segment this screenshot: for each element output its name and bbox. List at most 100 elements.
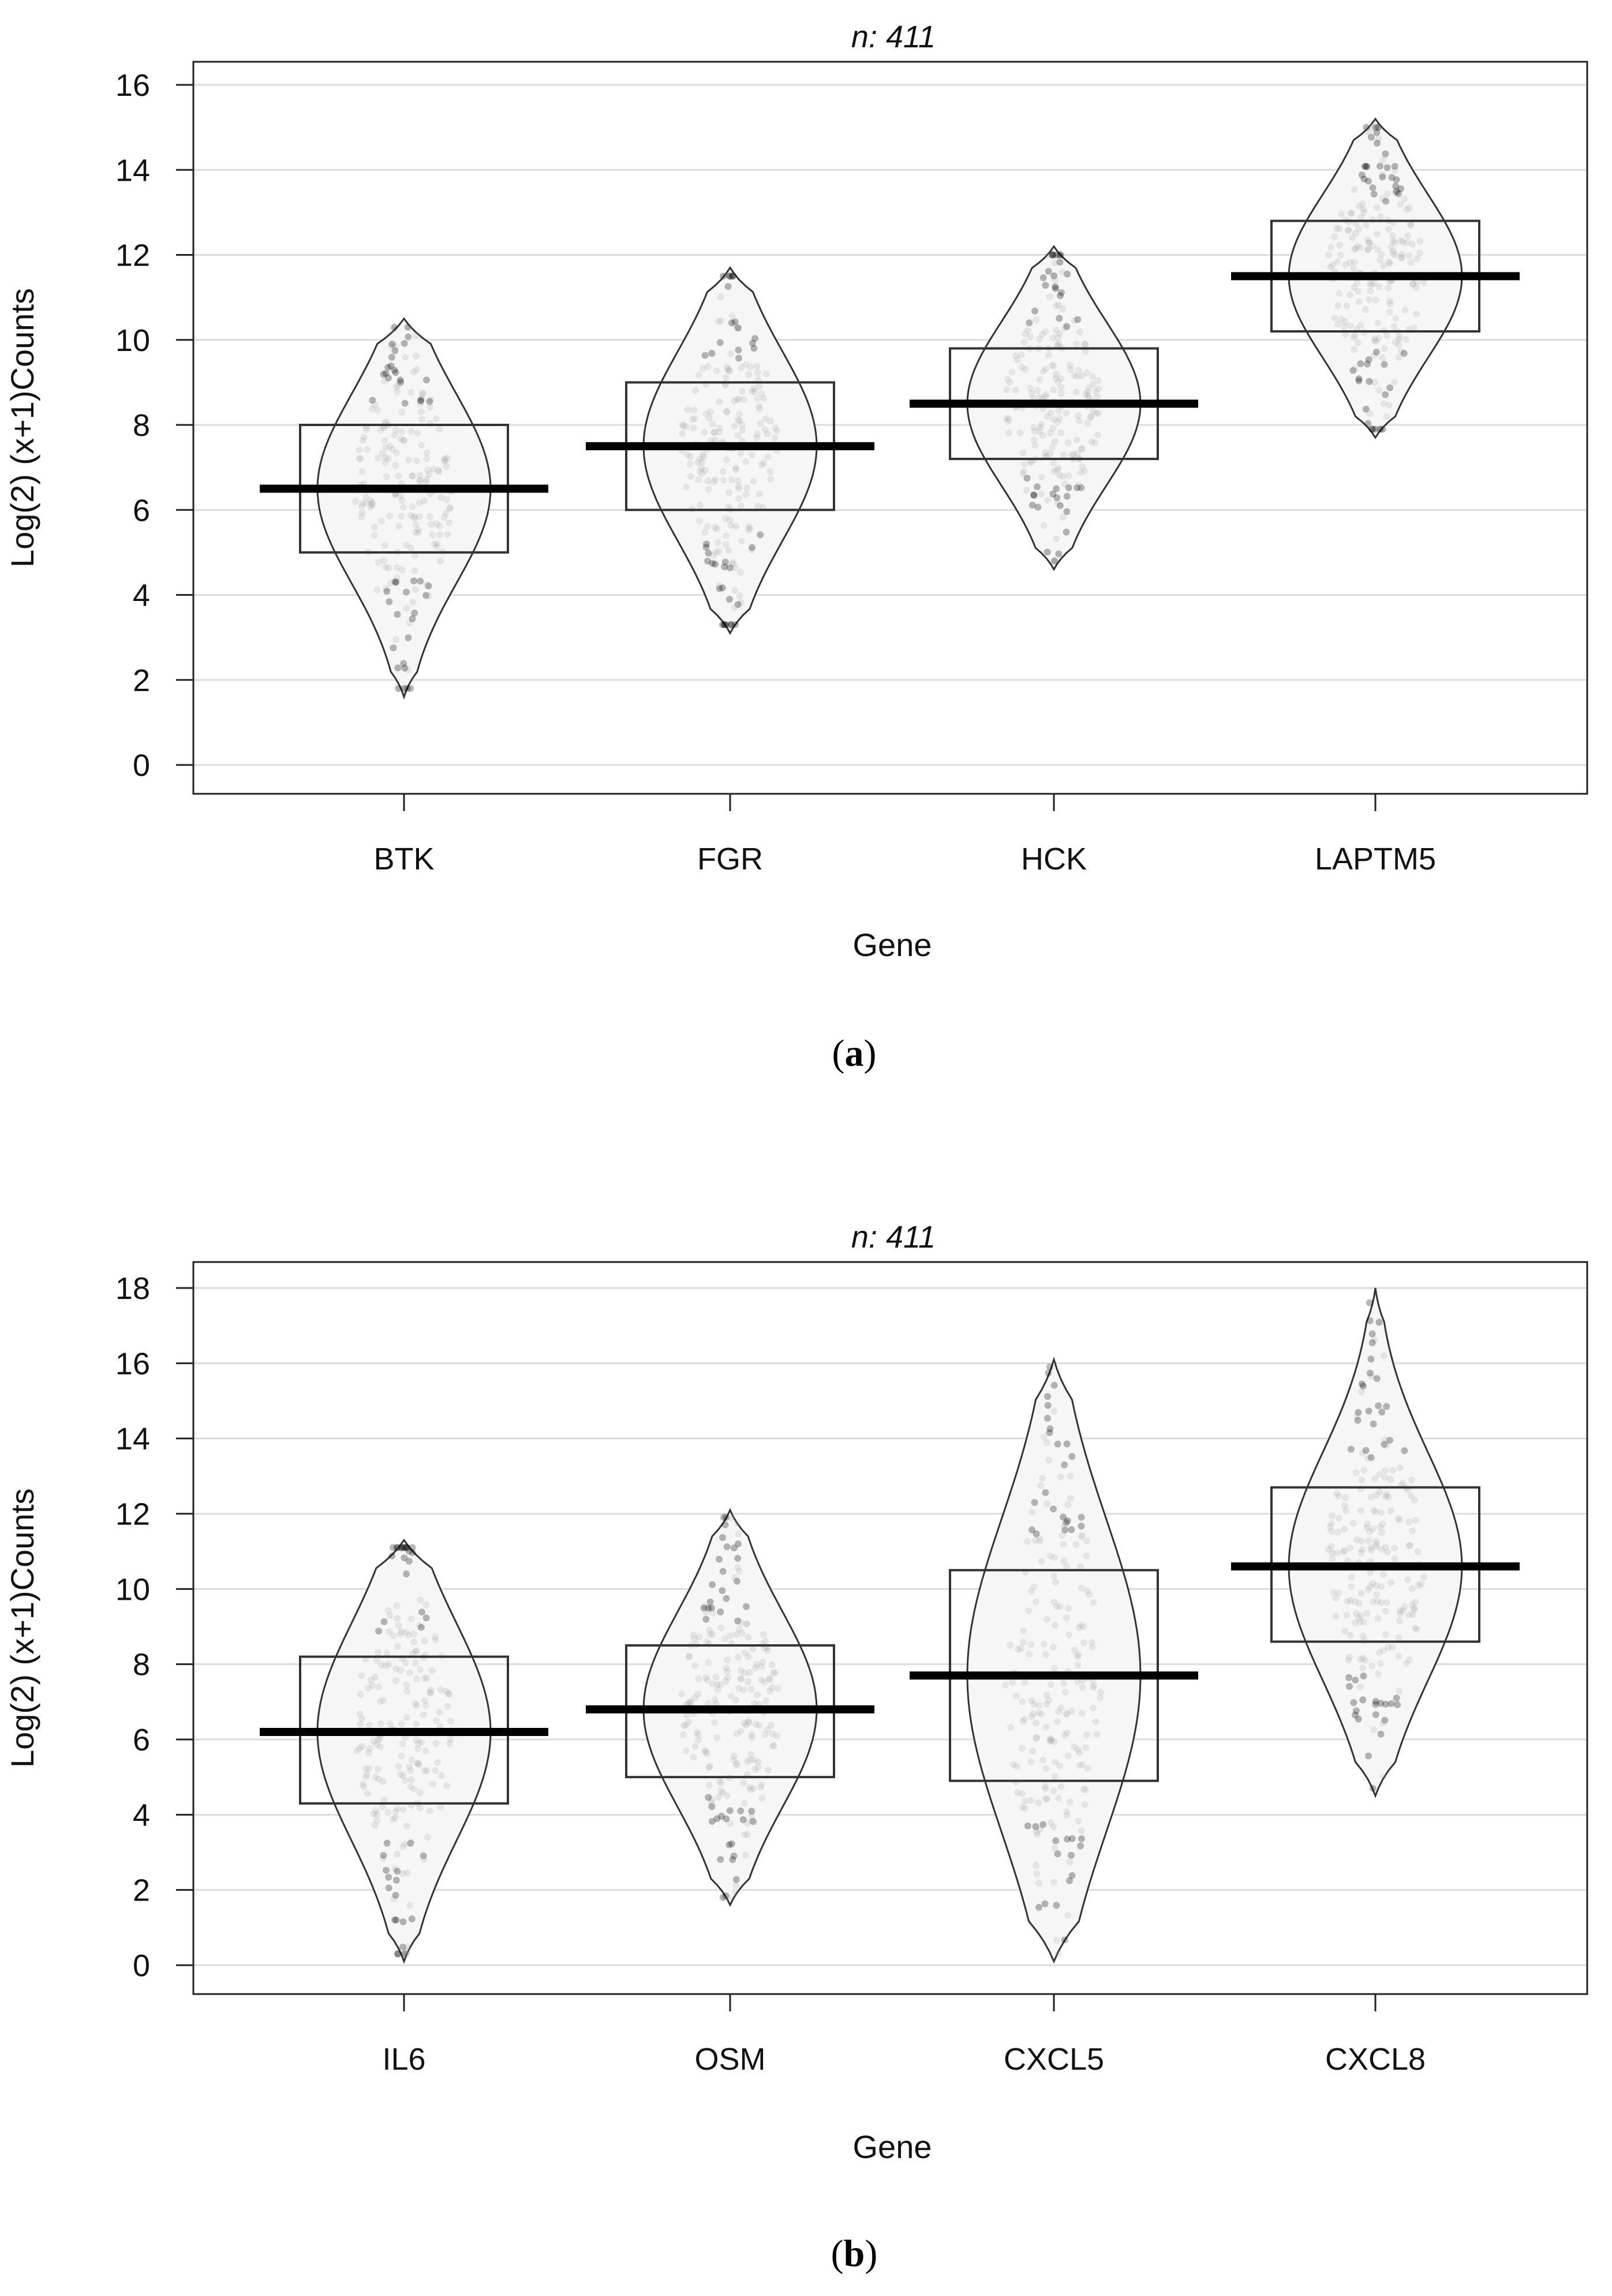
data-point xyxy=(1399,1479,1407,1487)
data-point xyxy=(1060,1540,1067,1548)
data-point xyxy=(1383,1548,1391,1556)
data-point xyxy=(1053,535,1060,543)
data-point xyxy=(1038,1558,1045,1565)
data-point xyxy=(1364,360,1371,368)
data-point xyxy=(1342,1507,1350,1514)
data-point xyxy=(706,1763,714,1770)
data-point xyxy=(762,1638,769,1645)
data-point xyxy=(733,1730,740,1738)
data-point xyxy=(392,1876,400,1884)
data-point xyxy=(409,1549,416,1556)
data-point xyxy=(723,374,730,381)
data-point xyxy=(730,272,737,280)
data-point xyxy=(1378,1599,1385,1606)
data-point xyxy=(1330,233,1338,240)
data-point xyxy=(407,1783,414,1790)
data-point xyxy=(1383,190,1391,197)
data-point xyxy=(1007,379,1013,386)
data-point xyxy=(1369,184,1377,192)
data-point xyxy=(1372,1508,1379,1515)
data-point xyxy=(682,423,690,430)
data-point xyxy=(1357,1388,1365,1395)
data-point xyxy=(700,453,708,460)
data-point xyxy=(1380,262,1387,270)
data-point xyxy=(1084,420,1091,427)
data-point xyxy=(1028,501,1036,509)
data-point xyxy=(745,523,753,531)
data-point xyxy=(401,400,409,407)
data-point xyxy=(1371,425,1379,433)
data-point xyxy=(399,1918,407,1925)
data-point xyxy=(700,365,707,372)
data-point xyxy=(727,1514,735,1521)
data-point xyxy=(720,1514,727,1521)
data-point xyxy=(1097,1688,1105,1696)
data-point xyxy=(407,389,415,396)
data-point xyxy=(392,1891,399,1899)
data-point xyxy=(1033,1870,1041,1877)
data-point xyxy=(714,539,721,546)
data-point xyxy=(735,1685,743,1692)
data-point xyxy=(1082,390,1089,398)
data-point xyxy=(1348,210,1355,217)
panel-a-label: (a) xyxy=(832,1032,877,1074)
data-point xyxy=(1355,377,1363,384)
data-point xyxy=(1023,1538,1031,1545)
data-point xyxy=(405,1547,413,1555)
data-point xyxy=(1375,1470,1383,1478)
data-point xyxy=(1371,1336,1378,1343)
data-point xyxy=(437,1804,444,1811)
data-point xyxy=(709,559,716,567)
data-point xyxy=(768,1722,775,1729)
data-point xyxy=(766,1675,773,1682)
data-point xyxy=(722,621,730,628)
data-point xyxy=(394,1544,401,1551)
data-point xyxy=(716,398,723,405)
data-point xyxy=(728,476,735,483)
data-point xyxy=(748,1813,755,1820)
data-point xyxy=(1049,490,1057,498)
data-point xyxy=(732,1876,740,1883)
data-point xyxy=(1072,389,1080,395)
data-point xyxy=(702,543,710,551)
data-point xyxy=(1065,439,1072,446)
data-point xyxy=(1403,206,1411,213)
data-point xyxy=(1089,373,1096,380)
data-point xyxy=(734,477,742,484)
data-point xyxy=(416,499,423,506)
data-point xyxy=(1089,408,1097,415)
data-point xyxy=(1030,436,1037,444)
data-point xyxy=(405,333,412,341)
data-point xyxy=(1373,204,1381,211)
data-point xyxy=(1335,1589,1342,1597)
data-point xyxy=(1355,1715,1362,1723)
data-point xyxy=(424,581,431,588)
data-point xyxy=(734,1653,742,1661)
data-point xyxy=(1068,1872,1076,1879)
data-point xyxy=(1070,451,1078,458)
data-point xyxy=(1397,254,1405,262)
data-point xyxy=(1381,345,1388,352)
data-point xyxy=(1375,1402,1382,1409)
data-point xyxy=(720,272,727,280)
data-point xyxy=(423,455,431,462)
data-point xyxy=(1368,1373,1375,1380)
data-point xyxy=(712,476,719,484)
data-point xyxy=(1383,1491,1390,1498)
data-point xyxy=(1377,256,1384,264)
data-point xyxy=(412,521,420,528)
data-point xyxy=(433,543,441,551)
data-point xyxy=(685,1719,693,1726)
data-point xyxy=(1074,1653,1081,1660)
data-point xyxy=(1066,1877,1073,1884)
data-point xyxy=(1037,1482,1045,1489)
data-point xyxy=(700,1604,708,1612)
data-point xyxy=(1094,431,1102,439)
data-point xyxy=(1044,1414,1051,1422)
data-point xyxy=(737,450,745,457)
data-point xyxy=(704,523,711,531)
data-point xyxy=(734,1519,741,1526)
data-point xyxy=(1368,1662,1375,1670)
data-point xyxy=(417,477,424,484)
data-point xyxy=(357,1690,364,1698)
